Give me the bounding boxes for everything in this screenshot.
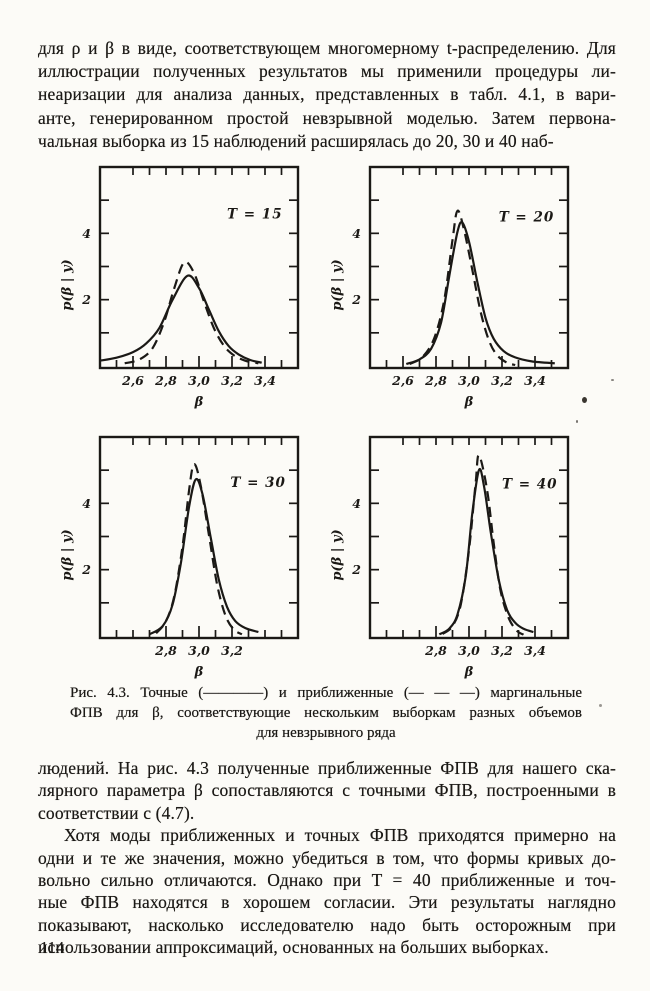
chart-t30: 2,8 3,0 3,2 2 4 β p(β | y) T = 30: [55, 430, 310, 685]
y-axis-label: p(β | y): [60, 529, 75, 580]
x-tick-label: 3,0: [188, 643, 210, 658]
scan-speck: [582, 397, 587, 403]
x-tick-label: 3,0: [188, 373, 210, 388]
solid-curve: [405, 221, 555, 366]
caption-line: Рис. 4.3. Точные (————) и приближенные (…: [70, 685, 582, 701]
x-tick-label: 3,0: [458, 643, 480, 658]
paragraph-bottom: людений. На рис. 4.3 полученные приближе…: [38, 757, 616, 959]
scan-speck: [611, 379, 614, 381]
text-line: вольно сильно отличаются. Однако при T =…: [38, 870, 616, 891]
plot-svg: 2,6 2,8 3,0 3,2 3,4 2 4 β p(β | y) T = 15: [60, 165, 300, 410]
x-axis-label: β: [194, 395, 204, 410]
plot-frame: [98, 165, 300, 370]
panel-title: T = 30: [230, 475, 286, 491]
text-line: использовании аппроксимаций, основанных …: [38, 937, 549, 958]
panel-title: T = 15: [227, 206, 283, 222]
x-tick-label: 2,8: [424, 643, 447, 658]
y-tick-label: 4: [352, 496, 361, 511]
x-tick-label: 2,6: [391, 373, 414, 388]
solid-curve: [99, 274, 262, 364]
scan-speck: [599, 704, 602, 707]
panel-title: T = 40: [502, 476, 558, 492]
y-axis-label: p(β | y): [330, 259, 345, 310]
paragraph-top: для ρ и β в виде, соответствующем многом…: [38, 37, 616, 153]
x-axis-label: β: [194, 665, 204, 680]
text-line: ные ФПВ находятся в хорошем согласии. Эт…: [38, 892, 616, 913]
plot-svg: 2,6 2,8 3,0 3,2 3,4 2 4 β p(β | y) T = 20: [330, 165, 570, 410]
text-line: показывают, насколько исследователю надо…: [38, 914, 616, 935]
text-line: людений. На рис. 4.3 полученные приближе…: [38, 758, 616, 778]
text-line: неаризации для анализа данных, представл…: [38, 84, 616, 105]
plot-frame: [368, 435, 570, 640]
caption-line: для невзрывного ряда: [256, 724, 396, 741]
dashed-curve: [409, 209, 516, 367]
dashed-curve: [441, 454, 525, 636]
scan-speck: [576, 420, 578, 423]
y-tick-label: 2: [351, 292, 361, 307]
y-tick-label: 2: [81, 292, 91, 307]
x-tick-label: 2,6: [121, 373, 144, 388]
y-tick-label: 4: [82, 226, 91, 241]
x-tick-label: 3,0: [458, 373, 480, 388]
figure-4-3: 2,6 2,8 3,0 3,2 3,4 2 4 β p(β | y) T = 15 2,6 2,8 3…: [0, 158, 650, 684]
x-axis-label: β: [464, 665, 474, 680]
page-number: 114: [40, 938, 65, 957]
plot-svg: 2,8 3,0 3,2 2 4 β p(β | y) T = 30: [60, 435, 300, 680]
text-line: для ρ и β в виде, соответствующем многом…: [38, 38, 616, 58]
y-axis-label: p(β | y): [60, 259, 75, 310]
dashed-curve: [155, 463, 243, 636]
chart-t15: 2,6 2,8 3,0 3,2 3,4 2 4 β p(β | y) T = 15: [55, 160, 310, 415]
x-axis-label: β: [464, 395, 474, 410]
text-line: лярного параметра β сопоставляются с точ…: [38, 780, 616, 801]
y-tick-label: 4: [82, 496, 91, 511]
y-tick-label: 4: [352, 226, 361, 241]
x-tick-label: 3,4: [254, 373, 276, 388]
plot-frame: [368, 165, 570, 370]
chart-t40: 2,8 3,0 3,2 3,4 2 4 β p(β | y) T = 40: [325, 430, 580, 685]
solid-curve: [438, 467, 534, 636]
x-tick-label: 2,8: [154, 643, 177, 658]
x-tick-label: 3,2: [491, 373, 513, 388]
x-tick-label: 3,2: [221, 643, 243, 658]
plot-frame: [98, 435, 300, 640]
y-tick-label: 2: [81, 562, 91, 577]
y-axis-label: p(β | y): [330, 529, 345, 580]
caption-line: ФПВ для β, соответствующие нескольким вы…: [70, 704, 582, 721]
x-tick-label: 2,8: [154, 373, 177, 388]
text-line: соответствии с (4.7).: [38, 802, 195, 823]
x-tick-label: 3,4: [524, 643, 546, 658]
y-tick-label: 2: [351, 562, 361, 577]
x-tick-label: 3,2: [491, 643, 513, 658]
chart-t20: 2,6 2,8 3,0 3,2 3,4 2 4 β p(β | y) T = 20: [325, 160, 580, 415]
text-line: чальная выборка из 15 наблюдений расширя…: [38, 130, 554, 151]
panel-title: T = 20: [499, 210, 555, 226]
text-line: анте, генерированном простой невзрывной …: [38, 107, 616, 128]
text-line: одни и те же значения, можно убедиться в…: [38, 847, 616, 868]
text-line: иллюстрации полученных результатов мы пр…: [38, 61, 616, 82]
figure-caption: Рис. 4.3. Точные (————) и приближенные (…: [70, 684, 582, 743]
x-tick-label: 3,2: [221, 373, 243, 388]
dashed-curve: [124, 260, 259, 365]
plot-svg: 2,8 3,0 3,2 3,4 2 4 β p(β | y) T = 40: [330, 435, 570, 680]
x-tick-label: 2,8: [424, 373, 447, 388]
x-tick-label: 3,4: [524, 373, 546, 388]
text-line: Хотя моды приближенных и точных ФПВ прих…: [64, 825, 616, 846]
